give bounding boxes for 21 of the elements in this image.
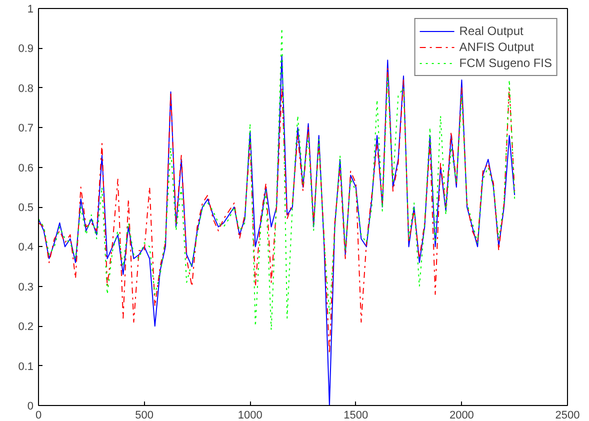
legend-label: ANFIS Output <box>459 39 534 55</box>
y-tick-label: 0.4 <box>18 242 34 254</box>
y-tick-label: 0.3 <box>18 281 34 294</box>
y-tick-label: 0.1 <box>18 360 34 373</box>
y-tick-label: 0.8 <box>18 82 34 95</box>
x-tick-label: 2500 <box>555 410 580 421</box>
y-tick-label: 0 <box>27 400 34 412</box>
legend-label: FCM Sugeno FIS <box>459 55 552 71</box>
y-tick-label: 0.6 <box>18 162 34 174</box>
y-tick-label: 0.9 <box>18 43 34 56</box>
legend-label: Real Output <box>459 23 524 39</box>
y-tick-label: 1 <box>27 4 34 16</box>
y-tick-label: 0.2 <box>18 321 34 334</box>
x-tick-label: 2000 <box>449 410 474 421</box>
x-tick-label: 500 <box>135 410 154 421</box>
line-series <box>38 68 516 354</box>
y-tick-label: 0.7 <box>18 122 34 135</box>
x-tick-label: 0 <box>35 410 42 421</box>
x-tick-label: 1500 <box>344 410 368 421</box>
x-tick-label: 1000 <box>238 410 262 421</box>
y-tick-label: 0.5 <box>18 202 34 214</box>
